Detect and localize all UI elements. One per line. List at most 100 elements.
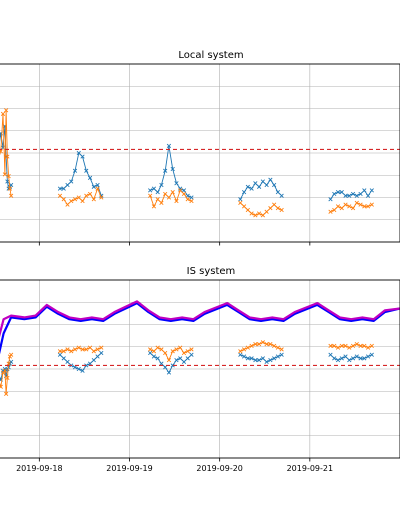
data-point-series-2 bbox=[76, 195, 81, 200]
data-point-series-2 bbox=[148, 193, 153, 198]
x-tick-label: 2019-09-19 bbox=[106, 464, 153, 473]
data-point-series-1 bbox=[174, 181, 179, 186]
data-point-series-2 bbox=[57, 193, 63, 198]
data-point-series-1 bbox=[163, 168, 168, 173]
data-point-series-1 bbox=[189, 352, 194, 357]
data-point-series-2 bbox=[155, 345, 160, 350]
x-tick-label: 2019-09-18 bbox=[16, 464, 63, 473]
data-point-series-2 bbox=[69, 349, 74, 354]
data-point-series-2 bbox=[279, 347, 284, 352]
data-point-series-2 bbox=[256, 211, 262, 216]
data-point-series-1 bbox=[369, 188, 374, 193]
data-point-series-2 bbox=[91, 197, 96, 202]
data-point-series-1 bbox=[76, 366, 81, 372]
data-point-series-2 bbox=[365, 204, 371, 209]
data-point-series-2 bbox=[148, 347, 153, 352]
data-point-series-1 bbox=[170, 363, 175, 368]
series-line-2 bbox=[0, 300, 400, 338]
data-point-series-2 bbox=[9, 193, 14, 198]
data-point-series-1 bbox=[275, 354, 281, 359]
data-point-series-2 bbox=[155, 197, 160, 202]
data-point-series-2 bbox=[166, 195, 172, 200]
data-point-series-2 bbox=[264, 209, 269, 214]
data-point-series-1 bbox=[332, 356, 337, 361]
data-point-series-1 bbox=[249, 356, 254, 361]
data-point-series-2 bbox=[347, 345, 352, 350]
data-point-series-1 bbox=[238, 352, 243, 357]
x-tick-label: 2019-09-21 bbox=[287, 464, 334, 473]
data-point-series-1 bbox=[272, 182, 277, 188]
data-point-series-1 bbox=[151, 354, 157, 359]
data-point-series-1 bbox=[95, 182, 100, 188]
data-point-series-1 bbox=[354, 354, 359, 359]
data-point-series-2 bbox=[238, 349, 243, 354]
data-point-series-2 bbox=[84, 193, 89, 198]
data-point-series-1 bbox=[343, 354, 348, 359]
data-point-series-2 bbox=[80, 347, 85, 352]
data-point-series-2 bbox=[65, 347, 70, 352]
data-point-series-2 bbox=[268, 341, 273, 347]
data-point-series-1 bbox=[268, 357, 273, 363]
data-point-series-1 bbox=[328, 197, 333, 202]
chart-title-is-system: IS system bbox=[187, 266, 236, 277]
data-point-series-2 bbox=[332, 343, 337, 348]
data-point-series-1 bbox=[358, 191, 363, 197]
data-point-series-2 bbox=[369, 202, 374, 207]
data-point-series-1 bbox=[170, 166, 175, 172]
data-point-series-2 bbox=[5, 375, 10, 381]
data-point-series-1 bbox=[249, 186, 254, 191]
data-point-series-1 bbox=[253, 357, 258, 363]
data-point-series-1 bbox=[347, 193, 352, 198]
data-point-series-1 bbox=[256, 357, 262, 363]
data-point-series-2 bbox=[245, 207, 250, 213]
data-point-series-2 bbox=[95, 186, 100, 191]
data-point-series-2 bbox=[272, 343, 277, 348]
data-point-series-2 bbox=[76, 345, 81, 350]
data-point-series-1 bbox=[87, 175, 93, 181]
data-point-series-2 bbox=[9, 352, 14, 357]
data-point-series-2 bbox=[332, 207, 337, 213]
data-point-series-2 bbox=[365, 345, 371, 350]
data-point-series-2 bbox=[163, 191, 168, 197]
data-point-series-1 bbox=[365, 193, 371, 198]
data-point-series-1 bbox=[69, 179, 74, 184]
data-point-series-1 bbox=[365, 354, 371, 359]
data-point-series-1 bbox=[72, 168, 78, 173]
data-point-series-2 bbox=[335, 204, 341, 209]
data-point-series-1 bbox=[335, 190, 341, 195]
data-point-series-1 bbox=[241, 190, 247, 195]
data-point-series-1 bbox=[80, 368, 85, 373]
data-point-series-1 bbox=[148, 188, 153, 193]
data-point-series-2 bbox=[245, 345, 250, 350]
data-point-series-1 bbox=[350, 191, 356, 197]
data-point-series-2 bbox=[343, 343, 348, 348]
x-tick-label: 2019-09-20 bbox=[196, 464, 243, 473]
data-point-series-2 bbox=[260, 213, 265, 218]
data-point-series-1 bbox=[57, 352, 63, 357]
data-point-series-2 bbox=[272, 202, 277, 207]
data-point-series-2 bbox=[7, 186, 13, 191]
data-point-series-1 bbox=[328, 352, 333, 357]
data-point-series-1 bbox=[369, 352, 374, 357]
data-point-series-1 bbox=[279, 193, 284, 198]
data-point-series-2 bbox=[354, 341, 359, 347]
data-point-series-2 bbox=[185, 349, 190, 354]
data-point-series-1 bbox=[178, 356, 183, 361]
data-point-series-2 bbox=[0, 149, 3, 154]
data-point-series-1 bbox=[151, 186, 157, 191]
data-point-series-2 bbox=[99, 345, 104, 350]
data-point-series-1 bbox=[84, 363, 89, 368]
data-point-series-1 bbox=[238, 197, 243, 202]
data-point-series-2 bbox=[170, 349, 175, 354]
data-point-series-1 bbox=[185, 356, 190, 361]
data-point-series-1 bbox=[268, 177, 273, 182]
data-point-series-1 bbox=[339, 356, 344, 361]
data-point-series-1 bbox=[166, 143, 172, 148]
data-point-series-1 bbox=[57, 186, 63, 191]
data-point-series-2 bbox=[350, 343, 356, 348]
data-point-series-2 bbox=[174, 347, 179, 352]
data-point-series-1 bbox=[256, 184, 262, 189]
data-point-series-2 bbox=[72, 347, 78, 352]
data-point-series-2 bbox=[362, 204, 367, 209]
